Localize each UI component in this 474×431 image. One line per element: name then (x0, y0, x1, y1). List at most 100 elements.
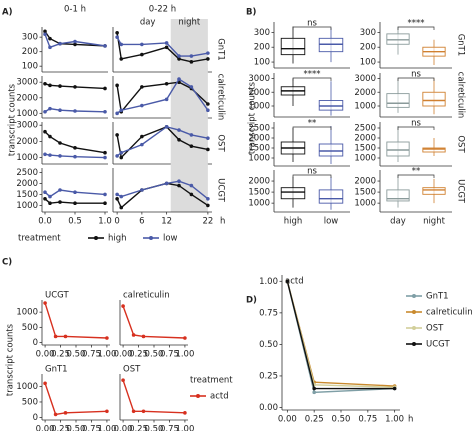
y-tick-label: 2500 (16, 168, 38, 178)
data-point (103, 109, 107, 114)
data-point (140, 85, 144, 89)
x-tick-label: 0.50 (145, 425, 164, 431)
data-point (43, 381, 47, 386)
series-line (122, 379, 185, 414)
y-tick-label: 1.00 (259, 277, 278, 287)
legend-dot (412, 310, 416, 314)
data-point (73, 201, 77, 205)
y-tick-label: 1000 (354, 102, 376, 112)
significance-label: ns (411, 70, 421, 80)
box (318, 143, 344, 157)
data-point (43, 81, 47, 86)
data-point (43, 109, 47, 114)
y-axis-label: transcript counts (248, 81, 258, 154)
data-point (58, 141, 62, 145)
data-point (48, 45, 52, 50)
data-point (115, 83, 119, 88)
data-point (206, 147, 210, 152)
data-point (53, 412, 58, 417)
y-tick-label: 100 (22, 62, 38, 72)
data-point (43, 301, 47, 305)
data-point (58, 154, 62, 158)
data-point (140, 52, 144, 57)
significance-label: ns (307, 19, 317, 29)
legend-label: actd (210, 392, 229, 402)
data-point (164, 45, 169, 50)
x-tick-label: 0.75 (160, 350, 179, 360)
significance-label: ns (411, 119, 421, 129)
y-tick-label: 0.00 (259, 403, 278, 413)
data-point (189, 60, 194, 64)
x-tick-label: 1.00 (175, 425, 194, 431)
significance-label: ns (307, 167, 317, 177)
data-point (140, 188, 144, 192)
legend-label: high (108, 234, 127, 244)
data-point (48, 36, 52, 41)
y-tick-label: 1000 (248, 102, 270, 112)
x-axis-label: h (408, 415, 413, 425)
y-tick-label: 0.50 (259, 340, 278, 350)
data-point (63, 334, 68, 339)
facet-title: OST (123, 365, 141, 375)
data-point (58, 200, 62, 204)
data-point (285, 279, 290, 284)
legend-dot (196, 394, 200, 398)
x-tick-label: high (284, 217, 303, 227)
strip-label: OST (456, 135, 466, 153)
data-point (103, 201, 107, 205)
y-tick-label: 0 (33, 413, 38, 423)
significance-bracket (397, 174, 435, 178)
x-tick-label: day (390, 217, 406, 227)
data-point (177, 137, 181, 142)
legend-label: calreticulin (426, 308, 473, 318)
x-tick-label: 0 (114, 217, 119, 227)
data-point (206, 108, 210, 113)
y-tick-label: 0.75 (259, 308, 278, 318)
annotation: night (178, 18, 201, 28)
x-axis-label: h (220, 217, 225, 227)
legend-label: UCGT (426, 340, 450, 350)
data-point (131, 409, 136, 414)
data-point (141, 334, 146, 339)
data-point (206, 203, 210, 208)
data-point (115, 35, 119, 39)
series-line (286, 281, 395, 388)
data-point (48, 194, 52, 199)
data-point (312, 386, 316, 391)
data-point (164, 97, 169, 102)
data-point (119, 205, 124, 210)
y-tick-label: 2000 (16, 93, 38, 103)
data-point (103, 150, 107, 155)
data-point (105, 336, 109, 340)
significance-bracket (292, 77, 332, 81)
significance-label: ** (308, 119, 317, 129)
significance-bracket (397, 77, 435, 81)
data-point (119, 42, 124, 47)
data-point (189, 54, 194, 58)
y-tick-label: 1000 (248, 154, 270, 164)
data-point (177, 77, 181, 81)
y-tick-label: 100 (254, 58, 270, 68)
y-tick-label: 1000 (16, 153, 38, 163)
box (422, 91, 446, 107)
x-tick-label: 6 (139, 217, 144, 227)
data-point (73, 154, 77, 159)
data-point (58, 84, 62, 88)
x-tick-label: 0.50 (145, 350, 164, 360)
y-tick-label: 2500 (248, 124, 270, 134)
data-point (189, 85, 194, 89)
y-tick-label: 2000 (248, 134, 270, 144)
y-tick-label: 200 (22, 47, 38, 57)
data-point (189, 133, 194, 137)
y-tick-label: 2000 (354, 134, 376, 144)
y-tick-label: 1000 (16, 109, 38, 119)
data-point (164, 125, 169, 129)
legend-label: GnT1 (426, 292, 449, 302)
y-tick-label: 1000 (248, 199, 270, 209)
data-point (119, 150, 124, 155)
data-point (141, 409, 146, 414)
data-point (103, 44, 107, 48)
box (318, 189, 344, 204)
panel-label: A) (2, 8, 13, 18)
data-point (177, 128, 181, 132)
